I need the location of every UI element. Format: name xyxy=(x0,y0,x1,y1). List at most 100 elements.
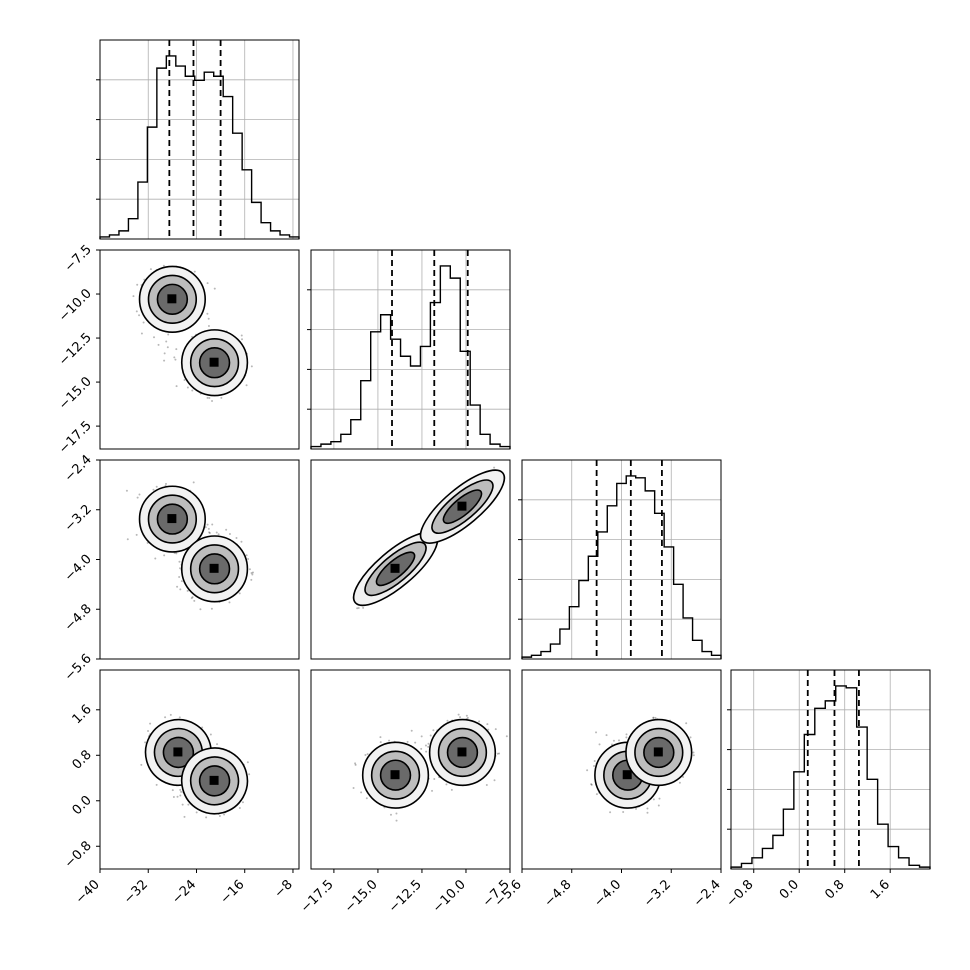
scatter-point xyxy=(191,389,194,392)
scatter-point xyxy=(149,722,152,725)
scatter-point xyxy=(213,287,216,290)
density-peak xyxy=(209,357,219,367)
scatter-point xyxy=(147,729,150,732)
scatter-point xyxy=(379,736,382,739)
scatter-point xyxy=(206,312,209,315)
scatter-point xyxy=(172,796,175,799)
scatter-point xyxy=(136,496,139,499)
scatter-point xyxy=(208,531,211,534)
density-peak xyxy=(209,775,219,785)
scatter-point xyxy=(427,745,430,748)
scatter-point xyxy=(427,742,430,745)
scatter-point xyxy=(354,763,357,766)
scatter-point xyxy=(211,523,214,526)
scatter-point xyxy=(176,585,179,588)
scatter-point xyxy=(142,321,145,324)
scatter-point xyxy=(354,762,357,765)
scatter-point xyxy=(154,557,157,560)
scatter-point xyxy=(245,554,248,557)
scatter-point xyxy=(207,527,210,530)
scatter-point xyxy=(165,340,168,343)
histogram-step-line xyxy=(310,265,511,449)
scatter-point xyxy=(207,325,210,328)
scatter-point xyxy=(362,606,365,609)
scatter-point xyxy=(485,784,488,787)
scatter-point xyxy=(228,532,231,535)
scatter-point xyxy=(169,713,172,716)
scatter-point xyxy=(209,733,212,736)
density-peak xyxy=(167,294,177,304)
scatter-point xyxy=(144,741,147,744)
scatter-point xyxy=(190,597,193,600)
scatter-point xyxy=(493,466,496,469)
panel-frame xyxy=(310,459,511,660)
scatter-point xyxy=(223,813,226,816)
scatter-point xyxy=(486,723,489,726)
scatter-point xyxy=(126,538,129,541)
scatter-point xyxy=(241,801,244,804)
scatter-point xyxy=(175,348,178,351)
scatter-point xyxy=(173,356,176,359)
scatter-point xyxy=(178,716,181,719)
histogram-panel-3 xyxy=(518,459,722,660)
scatter-point xyxy=(157,343,160,346)
scatter-point xyxy=(175,552,178,555)
scatter-point xyxy=(425,750,428,753)
scatter-point xyxy=(248,568,251,571)
scatter-panel-3-1 xyxy=(99,459,300,660)
scatter-point xyxy=(155,485,158,488)
scatter-point xyxy=(192,481,195,484)
scatter-point xyxy=(163,352,166,355)
scatter-point xyxy=(135,310,138,313)
scatter-point xyxy=(138,314,141,317)
scatter-point xyxy=(211,400,214,403)
scatter-point xyxy=(153,336,156,339)
scatter-point xyxy=(132,295,135,298)
histogram-panel-4 xyxy=(727,669,931,870)
scatter-point xyxy=(206,523,209,526)
scatter-point xyxy=(199,608,202,611)
scatter-point xyxy=(191,596,194,599)
scatter-point xyxy=(183,815,186,818)
scatter-panel-4-1 xyxy=(99,669,300,870)
scatter-point xyxy=(179,788,182,791)
scatter-point xyxy=(251,573,254,576)
scatter-point xyxy=(186,589,189,592)
scatter-point xyxy=(365,797,368,800)
histogram-panel-1 xyxy=(96,39,300,240)
scatter-point xyxy=(166,346,169,349)
scatter-point xyxy=(149,268,152,271)
scatter-point xyxy=(179,567,182,570)
scatter-point xyxy=(228,601,231,604)
panel-frame xyxy=(99,249,300,450)
scatter-point xyxy=(238,592,241,595)
scatter-point xyxy=(250,572,253,575)
panel-frame xyxy=(521,459,722,660)
scatter-point xyxy=(241,338,244,341)
scatter-point xyxy=(140,763,143,766)
scatter-point xyxy=(165,482,168,485)
scatter-point xyxy=(180,790,183,793)
scatter-point xyxy=(195,811,198,814)
density-peak xyxy=(173,747,183,757)
panel-frame xyxy=(310,249,511,450)
scatter-point xyxy=(208,397,211,400)
scatter-point xyxy=(245,384,248,387)
histogram-panel-2 xyxy=(307,249,511,450)
scatter-point xyxy=(356,607,359,610)
scatter-point xyxy=(176,795,179,798)
scatter-point xyxy=(167,333,170,336)
scatter-point xyxy=(433,778,436,781)
scatter-point xyxy=(178,575,181,578)
scatter-point xyxy=(248,773,251,776)
scatter-point xyxy=(459,716,462,719)
scatter-point xyxy=(251,571,254,574)
scatter-point xyxy=(210,607,213,610)
scatter-point xyxy=(135,533,138,536)
density-peak xyxy=(209,563,219,573)
scatter-point xyxy=(498,752,501,755)
scatter-panel-2-1 xyxy=(99,249,300,450)
scatter-point xyxy=(163,359,166,362)
scatter-point xyxy=(162,264,165,267)
